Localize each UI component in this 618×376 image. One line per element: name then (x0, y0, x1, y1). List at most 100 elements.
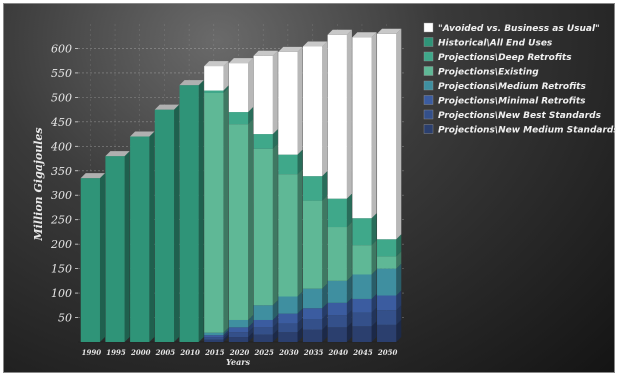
bar-side (371, 307, 377, 327)
bar-face (278, 332, 298, 342)
bar-face (327, 302, 347, 316)
legend-swatch (423, 22, 434, 33)
bar-side (272, 143, 278, 306)
bar-segment (302, 41, 328, 177)
x-tick-label: 2045 (352, 348, 373, 357)
bar-face (228, 124, 249, 320)
bar-side (297, 169, 303, 297)
bar-side (297, 291, 303, 314)
bar-face (377, 310, 397, 325)
bar-side (272, 329, 278, 342)
bar-side (346, 310, 352, 328)
bar-side (346, 222, 352, 281)
bar-face (377, 324, 397, 342)
bar-face (377, 268, 397, 296)
bar-top (228, 58, 254, 64)
bar-side (198, 80, 204, 343)
bar-side (346, 322, 352, 342)
y-tick-label: 50 (58, 312, 72, 325)
bar-face (228, 319, 249, 328)
bar-segment (253, 314, 278, 328)
x-tick-label: 2020 (229, 348, 250, 357)
bar-side (272, 322, 278, 335)
bar-side (272, 50, 278, 135)
bar-face (204, 335, 224, 338)
bar-side (248, 322, 254, 333)
x-tick-label: 2005 (155, 348, 176, 357)
bar-side (396, 319, 402, 342)
legend-swatch (423, 95, 434, 105)
bar-side (297, 318, 303, 333)
bar-segment (377, 319, 402, 342)
y-tick-label: 600 (51, 42, 72, 55)
bar-face (105, 156, 125, 342)
y-tick-label: 300 (51, 189, 72, 202)
x-axis-label: Years (226, 357, 251, 367)
bar-face (278, 154, 298, 175)
bar-side (396, 305, 402, 325)
bar-segment (130, 131, 155, 342)
bar-segment (253, 329, 278, 342)
bar-face (377, 295, 397, 311)
bar-face (80, 178, 100, 342)
bar-side (322, 195, 328, 289)
legend-label: Projections\Deep Retrofits (438, 53, 572, 63)
bar-side (248, 119, 254, 320)
bar-face (204, 66, 224, 91)
y-tick-label: 250 (50, 214, 72, 227)
bar-segment (278, 327, 303, 342)
bar-side (223, 334, 229, 342)
bar-group (80, 28, 402, 343)
bar-side (322, 314, 328, 330)
x-tick-label: 2040 (328, 348, 349, 357)
bar-side (322, 171, 328, 201)
bar-segment (228, 327, 254, 338)
bar-face (302, 308, 323, 320)
bar-side (371, 293, 377, 313)
x-axis-ticks: 1990 1995 2000 2005 2010 2015 2020 2025 2030 2035… (82, 348, 398, 357)
legend-label: Historical\All End Uses (438, 39, 553, 49)
bar-segment (352, 269, 377, 299)
bar-face (302, 329, 323, 342)
bar-segment (327, 297, 352, 316)
bar-face (179, 85, 199, 343)
x-tick-label: 2010 (179, 348, 200, 357)
bar-face (352, 274, 372, 299)
bar-side (346, 193, 352, 228)
bar-side (223, 332, 229, 340)
bar-face (253, 134, 273, 149)
bar-face (377, 256, 397, 269)
bar-face (377, 33, 397, 240)
bar-side (272, 300, 278, 320)
chart-frame: 50 100 150 200 250 300 350 400 450 500 550 600 1990… (3, 3, 616, 373)
bar-face (352, 218, 372, 246)
bar-segment (327, 222, 352, 281)
bar-face (327, 227, 347, 281)
bar-segment (253, 50, 278, 135)
bar-segment (204, 327, 229, 336)
legend-item: Projections\Deep Retrofits (423, 51, 572, 63)
bar-face (327, 34, 347, 199)
bar-face (302, 319, 323, 330)
bar-segment (278, 318, 303, 333)
legend-item: Projections\Medium Retrofits (423, 80, 586, 92)
bar-segment (352, 321, 377, 342)
bar-segment (204, 87, 229, 333)
bar-segment (278, 291, 303, 314)
bar-side (223, 61, 229, 91)
bar-segment (302, 283, 328, 309)
bar-segment (278, 46, 303, 155)
bar-side (297, 46, 303, 155)
bar-segment (327, 275, 352, 303)
y-axis-ticks: 50 100 150 200 250 300 350 400 450 500 550 600 (50, 42, 78, 325)
legend-item: Projections\New Medium Standards (423, 124, 616, 136)
bar-side (322, 303, 328, 320)
bar-side (346, 297, 352, 316)
bar-segment (228, 107, 254, 125)
bar-face (228, 332, 249, 338)
bar-side (322, 324, 328, 342)
bar-face (327, 198, 347, 228)
bar-segment (228, 322, 254, 333)
bar-side (124, 151, 130, 342)
bar-side (396, 263, 402, 296)
